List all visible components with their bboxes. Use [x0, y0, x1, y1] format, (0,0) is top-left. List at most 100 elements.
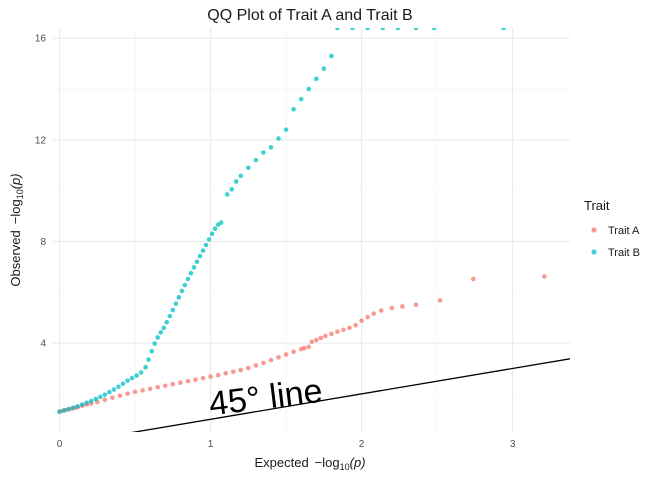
trait-b-point	[84, 400, 90, 406]
y-tick-label: 12	[35, 135, 47, 146]
y-axis-title-arg: (p)	[8, 173, 23, 189]
trait-b-point	[194, 259, 200, 265]
trait-a-point	[200, 375, 206, 381]
trait-b-point	[167, 313, 173, 319]
trait-b-point	[152, 341, 157, 346]
y-tick-label: 8	[40, 237, 46, 248]
trait-b-point	[224, 192, 230, 197]
trait-a-point	[371, 311, 376, 316]
trait-a-point	[170, 381, 176, 387]
trait-a-point	[341, 327, 346, 333]
trait-b-point	[98, 394, 103, 400]
y-tick-label: 4	[40, 339, 46, 350]
trait-a-point	[301, 345, 307, 351]
legend-key-trait-a	[591, 227, 597, 233]
trait-a-point	[313, 337, 319, 343]
trait-b-point	[88, 398, 94, 404]
trait-b-point	[185, 276, 191, 282]
trait-a-point	[413, 302, 419, 308]
trait-b-point	[413, 28, 419, 31]
trait-a-point	[117, 393, 123, 398]
y-axis-title: Observed −log10(p)	[8, 173, 25, 286]
trait-a-point	[110, 395, 115, 400]
trait-b-point	[120, 381, 126, 387]
trait-a-point	[193, 377, 198, 382]
x-tick-label: 1	[208, 439, 214, 450]
trait-b-point	[149, 348, 154, 354]
trait-b-point	[253, 157, 259, 163]
trait-b-point	[229, 187, 235, 192]
trait-a-point	[230, 369, 236, 375]
trait-a-point	[155, 384, 161, 390]
trait-a-point	[253, 363, 259, 368]
trait-b-point	[306, 86, 312, 92]
trait-b-point	[268, 145, 274, 150]
x-tick-label: 0	[57, 439, 63, 450]
trait-a-point	[246, 365, 251, 371]
trait-a-point	[261, 360, 266, 366]
trait-b-point	[431, 28, 437, 31]
trait-b-point	[212, 226, 218, 232]
legend: Trait Trait A Trait B	[584, 198, 640, 259]
trait-b-point	[200, 248, 206, 253]
trait-b-point	[146, 357, 151, 362]
trait-a-point	[283, 352, 289, 357]
trait-b-point	[209, 231, 215, 237]
trait-b-point	[329, 53, 334, 59]
data-points	[57, 28, 547, 414]
trait-a-point	[365, 314, 370, 320]
trait-a-point	[125, 391, 130, 396]
trait-b-point	[365, 28, 370, 31]
legend-title: Trait	[584, 198, 610, 213]
y-axis-title-main: Observed	[8, 230, 23, 286]
trait-b-point	[291, 107, 296, 112]
trait-a-point	[437, 298, 443, 303]
x-axis-tick-labels: 0 1 2 3	[57, 439, 516, 450]
trait-b-point	[164, 319, 170, 325]
trait-a-point	[318, 335, 324, 341]
trait-a-point	[178, 380, 183, 386]
trait-a-point	[353, 322, 358, 328]
trait-b-point	[261, 150, 266, 155]
trait-b-point	[313, 76, 319, 82]
x-axis-title-arg: (p)	[350, 455, 366, 470]
reference-45-degree-line	[131, 358, 570, 432]
legend-key-trait-b	[591, 249, 597, 255]
legend-label-trait-b: Trait B	[608, 247, 640, 259]
trait-a-point	[268, 357, 274, 363]
trait-a-point	[347, 325, 352, 331]
trait-b-point	[173, 301, 179, 306]
trait-b-point	[380, 28, 386, 31]
trait-b-point	[335, 28, 340, 31]
trait-b-point	[57, 409, 62, 414]
trait-a-point	[140, 388, 145, 393]
trait-b-point	[170, 307, 176, 313]
trait-b-point	[182, 282, 188, 288]
x-axis-title: Expected −log10(p)	[254, 455, 365, 472]
trait-b-point	[188, 270, 194, 276]
trait-b-point	[102, 392, 108, 397]
trait-b-point	[321, 66, 327, 71]
trait-a-point	[291, 349, 296, 355]
trait-b-point	[155, 335, 161, 340]
y-tick-label: 16	[35, 34, 47, 45]
x-tick-label: 3	[510, 439, 516, 450]
trait-a-point	[215, 372, 221, 378]
trait-b-point	[203, 242, 209, 248]
trait-b-point	[191, 265, 197, 270]
trait-a-point	[132, 389, 138, 395]
trait-a-point	[542, 274, 547, 279]
trait-a-point	[147, 386, 153, 392]
x-axis-title-main: Expected	[254, 455, 308, 470]
trait-b-point	[70, 405, 76, 411]
trait-a-point	[471, 276, 476, 282]
trait-a-point	[102, 397, 108, 403]
trait-b-point	[395, 28, 401, 31]
trait-a-point	[306, 344, 312, 350]
trait-b-point	[283, 127, 289, 132]
trait-a-point	[276, 354, 281, 360]
trait-b-point	[116, 384, 121, 390]
trait-a-point	[208, 374, 213, 379]
trait-b-point	[298, 96, 304, 102]
chart-title: QQ Plot of Trait A and Trait B	[207, 7, 412, 24]
